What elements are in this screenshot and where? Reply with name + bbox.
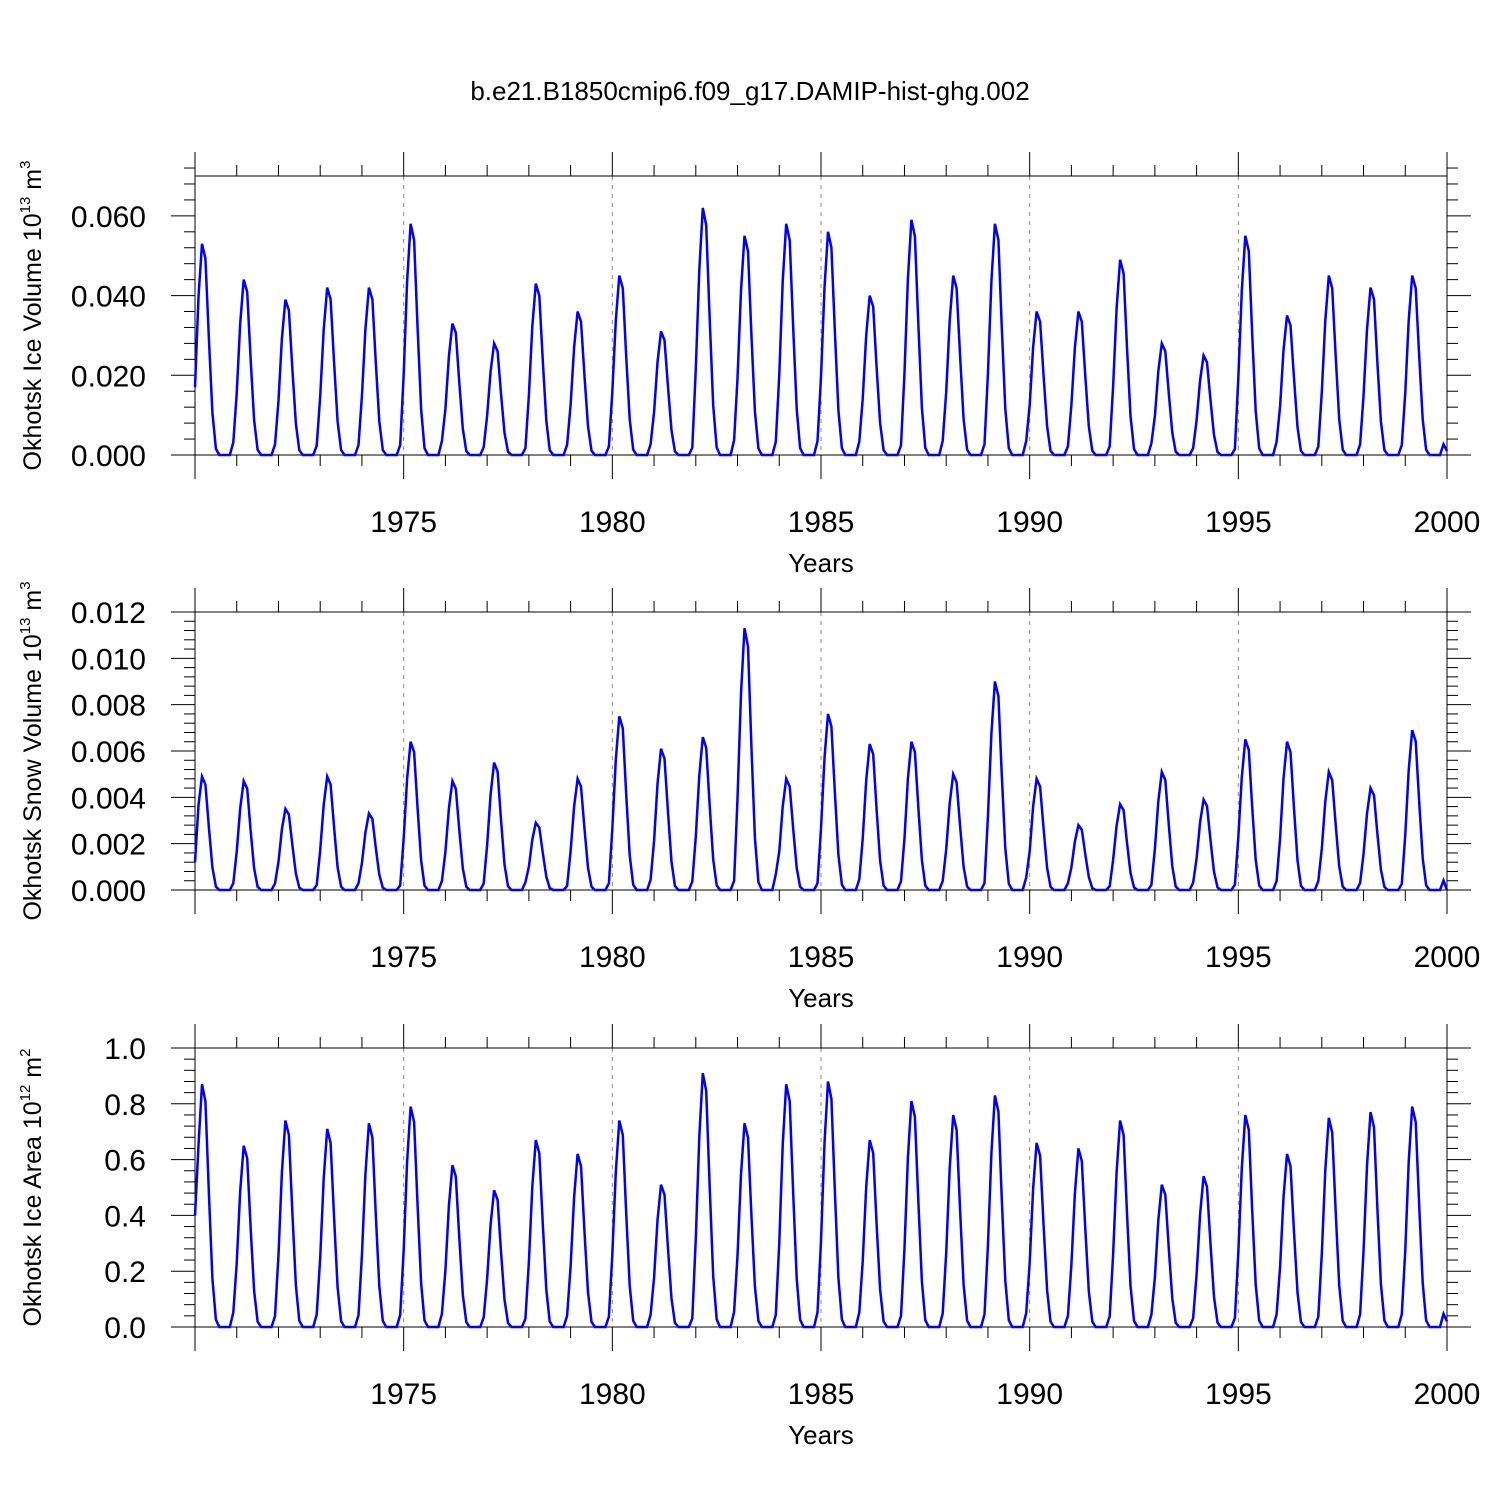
x-axis-label: Years	[788, 1420, 854, 1450]
y-tick-label: 0.010	[71, 643, 146, 676]
x-tick-label: 1985	[788, 941, 855, 974]
x-axis-label: Years	[788, 548, 854, 578]
x-tick-label: 1980	[579, 506, 646, 539]
y-tick-label: 0.008	[71, 690, 146, 723]
y-tick-label: 0.0	[104, 1312, 146, 1345]
y-tick-label: 1.0	[104, 1033, 146, 1066]
x-tick-label: 1985	[788, 506, 855, 539]
y-axis-label: Okhotsk Ice Area 1012 m2	[17, 1049, 47, 1327]
figure-title: b.e21.B1850cmip6.f09_g17.DAMIP-hist-ghg.…	[470, 76, 1029, 106]
panel-3: 1975 1980 1985 1990 1995 2000 0.0 0.2 0.4 0.6 0.8 1…	[17, 1024, 1480, 1450]
x-tick-label: 1985	[788, 1378, 855, 1411]
x-axis-label: Years	[788, 983, 854, 1013]
x-tick-label: 2000	[1414, 506, 1481, 539]
panel-1: 1975 1980 1985 1990 1995 2000 0.000 0.020 0.040 0…	[17, 152, 1480, 578]
series-line	[193, 627, 1449, 892]
y-tick-label: 0.012	[71, 597, 146, 630]
x-tick-label: 1990	[996, 941, 1063, 974]
x-tick-label: 1980	[579, 941, 646, 974]
y-tick-label: 0.060	[71, 201, 146, 234]
x-tick-label: 1990	[996, 506, 1063, 539]
y-axis-label: Okhotsk Ice Volume 1013 m3	[17, 161, 47, 471]
y-tick-label: 0.006	[71, 736, 146, 769]
y-tick-label: 0.002	[71, 829, 146, 862]
x-tick-label: 2000	[1414, 941, 1481, 974]
y-tick-label: 0.004	[71, 782, 146, 815]
y-tick-label: 0.040	[71, 281, 146, 314]
x-tick-label: 1990	[996, 1378, 1063, 1411]
x-tick-label: 1975	[370, 941, 437, 974]
series-line	[193, 207, 1449, 457]
y-tick-label: 0.8	[104, 1089, 146, 1122]
x-tick-label: 2000	[1414, 1378, 1481, 1411]
panel-2: 1975 1980 1985 1990 1995 2000 0.000 0.002 0.004 0…	[17, 581, 1480, 1013]
x-tick-label: 1995	[1205, 506, 1272, 539]
x-tick-label: 1995	[1205, 1378, 1272, 1411]
x-tick-label: 1975	[370, 506, 437, 539]
series-line	[193, 1072, 1449, 1329]
y-tick-label: 0.2	[104, 1256, 146, 1289]
y-tick-label: 0.000	[71, 875, 146, 908]
x-tick-label: 1975	[370, 1378, 437, 1411]
x-tick-label: 1995	[1205, 941, 1272, 974]
y-tick-label: 0.000	[71, 440, 146, 473]
y-tick-label: 0.020	[71, 360, 146, 393]
y-tick-label: 0.4	[104, 1200, 146, 1233]
y-axis-label: Okhotsk Snow Volume 1013 m3	[17, 581, 47, 920]
y-tick-label: 0.6	[104, 1145, 146, 1178]
x-tick-label: 1980	[579, 1378, 646, 1411]
